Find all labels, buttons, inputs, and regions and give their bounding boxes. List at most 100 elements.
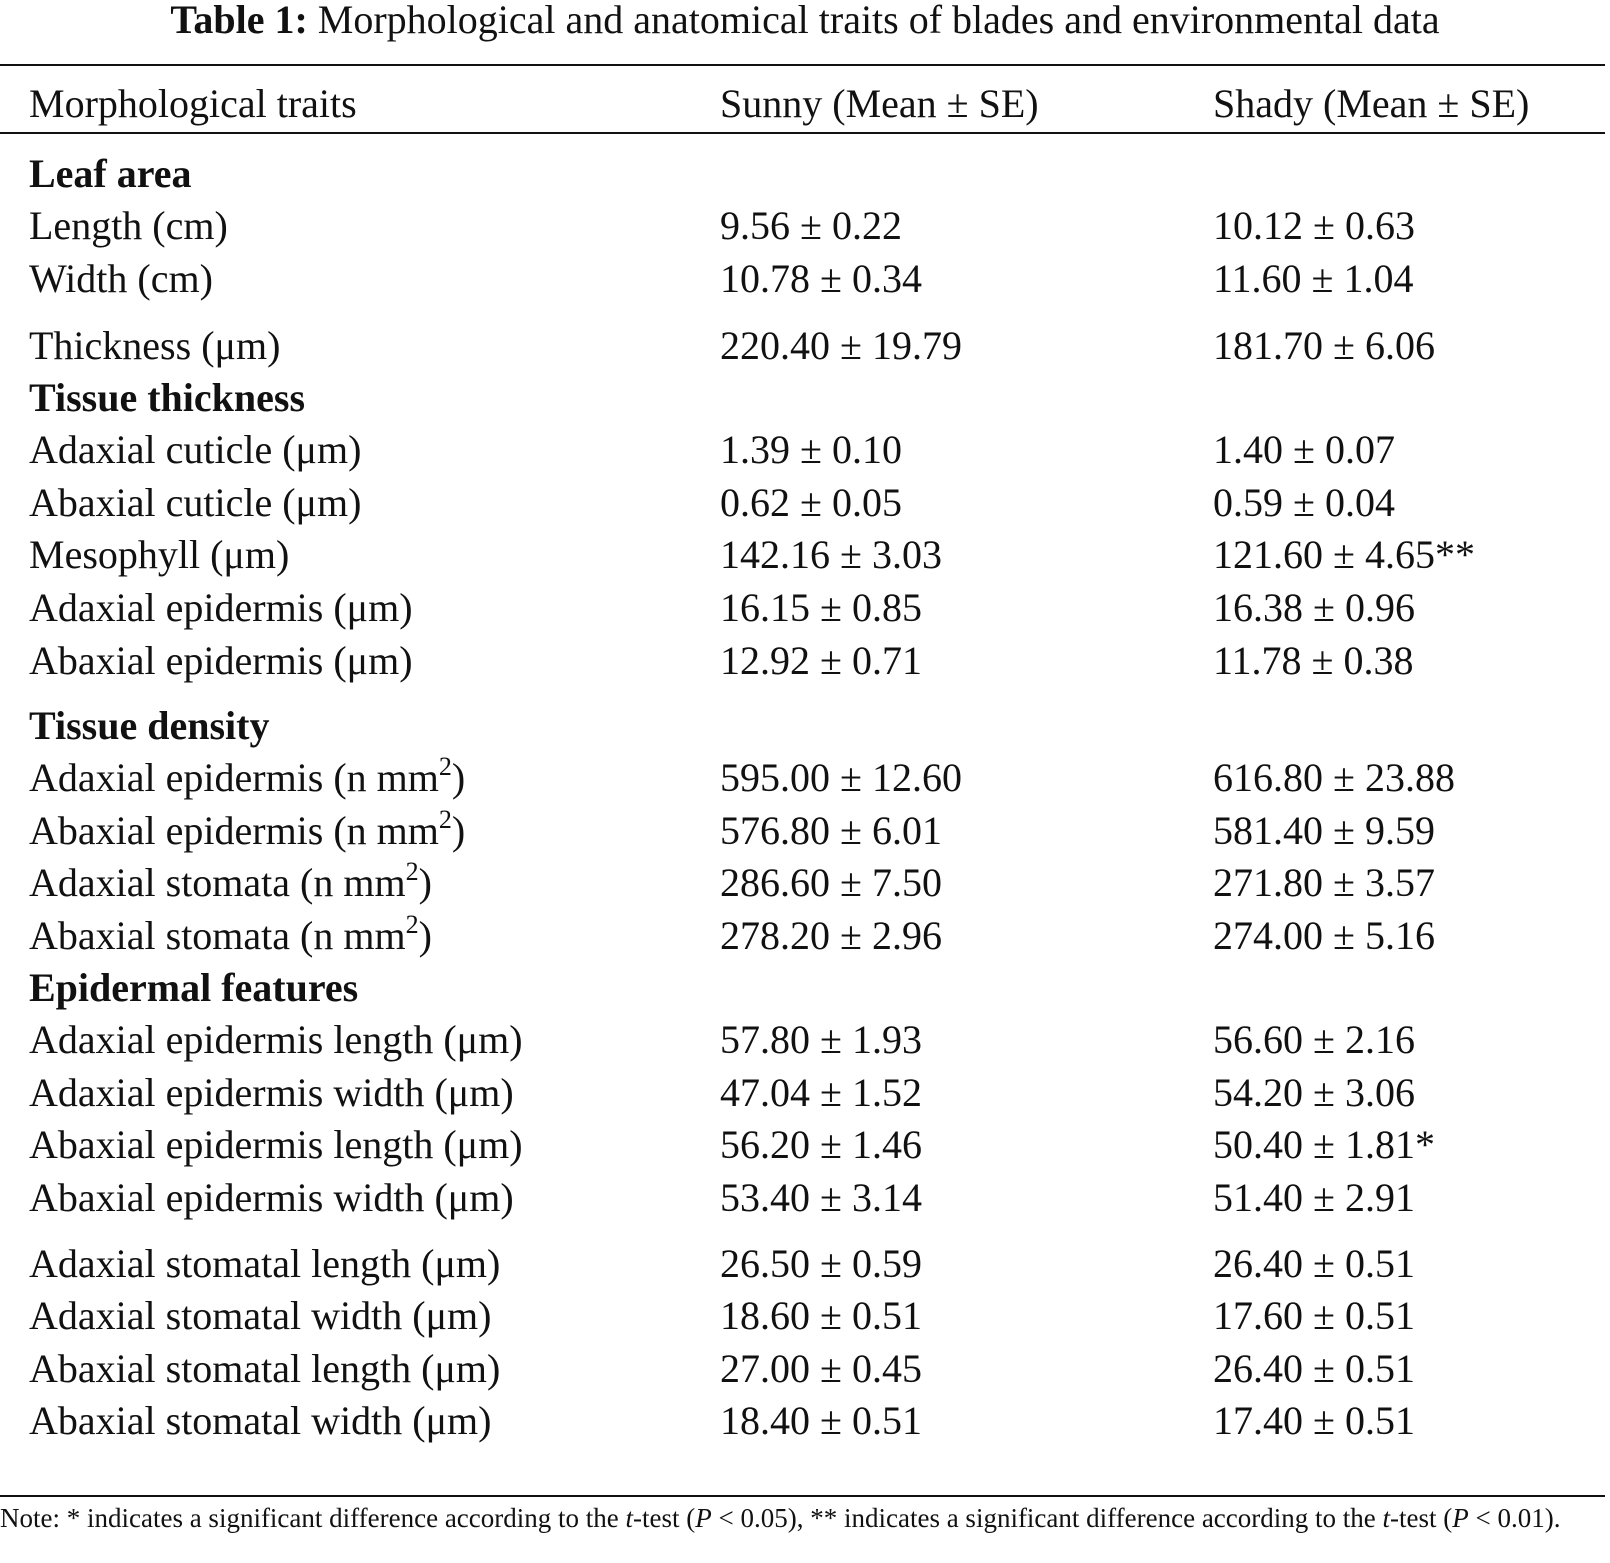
section-heading: Tissue density (29, 700, 269, 752)
table-row: Length (cm) 9.56 ± 0.22 10.12 ± 0.63 (0, 200, 1610, 252)
trait-cell: Adaxial epidermis length (μm) (29, 1014, 523, 1066)
sunny-value-cell: 142.16 ± 3.03 (720, 532, 942, 577)
note-text: Note: * indicates a significant differen… (0, 1503, 626, 1533)
table-row: Abaxial epidermis width (μm) 53.40 ± 3.14… (0, 1172, 1610, 1224)
trait-cell: Abaxial epidermis (n mm2) (29, 805, 465, 857)
table-row: Adaxial epidermis width (μm) 47.04 ± 1.52… (0, 1067, 1610, 1119)
shady-value-cell: 51.40 ± 2.91 (1213, 1175, 1415, 1220)
trait-label: Abaxial stomata (n mm (29, 913, 406, 958)
trait-label: Mesophyll (μm) (29, 532, 290, 577)
trait-label: Adaxial cuticle (μm) (29, 427, 362, 472)
trait-label: Width (cm) (29, 256, 213, 301)
trait-label: Abaxial stomatal length (μm) (29, 1346, 501, 1391)
column-header-shady: Shady (Mean ± SE) (1213, 81, 1530, 126)
shady-value-cell: 581.40 ± 9.59 (1213, 808, 1435, 853)
unit-superscript: 2 (405, 857, 419, 886)
header-row: Morphological traits Sunny (Mean ± SE) S… (0, 78, 1610, 130)
sunny-value-cell: 18.40 ± 0.51 (720, 1398, 922, 1443)
shady-value-cell: 10.12 ± 0.63 (1213, 203, 1415, 248)
shady-value-cell: 181.70 ± 6.06 (1213, 323, 1435, 368)
unit-superscript: 2 (438, 805, 452, 834)
shady-value-cell: 11.78 ± 0.38 (1213, 638, 1414, 683)
table-row: Abaxial stomata (n mm2) 278.20 ± 2.96 274.… (0, 910, 1610, 962)
shady-value-cell: 50.40 ± 1.81* (1213, 1122, 1435, 1167)
shady-value-cell: 17.60 ± 0.51 (1213, 1293, 1415, 1338)
shady-value-cell: 26.40 ± 0.51 (1213, 1346, 1415, 1391)
trait-cell: Abaxial stomatal length (μm) (29, 1343, 500, 1395)
shady-value-cell: 271.80 ± 3.57 (1213, 860, 1435, 905)
trait-label: Abaxial epidermis length (μm) (29, 1122, 523, 1167)
trait-cell: Abaxial epidermis (μm) (29, 635, 413, 687)
column-header-sunny: Sunny (Mean ± SE) (720, 81, 1039, 126)
trait-label: Adaxial stomata (n mm (29, 860, 406, 905)
table-row: Adaxial epidermis (n mm2) 595.00 ± 12.60 6… (0, 752, 1610, 804)
top-rule (0, 64, 1605, 66)
note-text: < 0.05), ** indicates a significant diff… (711, 1503, 1383, 1533)
table-row: Abaxial epidermis (μm) 12.92 ± 0.71 11.78 … (0, 635, 1610, 687)
table-row: Adaxial stomatal width (μm) 18.60 ± 0.51 1… (0, 1290, 1610, 1342)
trait-cell: Length (cm) (29, 200, 228, 252)
trait-cell: Mesophyll (μm) (29, 529, 289, 581)
trait-label: Adaxial epidermis width (μm) (29, 1070, 514, 1115)
note-italic-p: P (1452, 1503, 1469, 1533)
trait-label-end: ) (418, 913, 432, 958)
table-row: Adaxial stomatal length (μm) 26.50 ± 0.59… (0, 1238, 1610, 1290)
sunny-value-cell: 56.20 ± 1.46 (720, 1122, 922, 1167)
trait-cell: Adaxial stomata (n mm2) (29, 857, 432, 909)
sunny-value-cell: 286.60 ± 7.50 (720, 860, 942, 905)
trait-label: Adaxial epidermis (n mm (29, 755, 439, 800)
table-row: Adaxial epidermis (μm) 16.15 ± 0.85 16.38 … (0, 582, 1610, 634)
trait-label: Tissue density (29, 703, 270, 748)
table-caption: Table 1: Morphological and anatomical tr… (0, 0, 1610, 48)
trait-label-end: ) (451, 755, 466, 800)
trait-cell: Adaxial stomatal width (μm) (29, 1290, 491, 1342)
trait-label: Adaxial epidermis (μm) (29, 585, 413, 630)
sunny-value-cell: 27.00 ± 0.45 (720, 1346, 922, 1391)
shady-value-cell: 274.00 ± 5.16 (1213, 913, 1435, 958)
shady-value-cell: 11.60 ± 1.04 (1213, 256, 1414, 301)
trait-label-end: ) (418, 860, 432, 905)
table-row: Abaxial epidermis length (μm) 56.20 ± 1.4… (0, 1119, 1610, 1171)
trait-label: Adaxial epidermis length (μm) (29, 1017, 523, 1062)
trait-label: Abaxial epidermis (n mm (29, 808, 439, 853)
table-row: Abaxial epidermis (n mm2) 576.80 ± 6.01 58… (0, 805, 1610, 857)
sunny-value-cell: 278.20 ± 2.96 (720, 913, 942, 958)
table-row: Adaxial epidermis length (μm) 57.80 ± 1.9… (0, 1014, 1610, 1066)
trait-cell: Abaxial cuticle (μm) (29, 477, 361, 529)
table-row: Adaxial stomata (n mm2) 286.60 ± 7.50 271.… (0, 857, 1610, 909)
section-heading-row: Leaf area (0, 148, 1610, 200)
caption-label: Table 1: (170, 0, 308, 42)
sunny-value-cell: 12.92 ± 0.71 (720, 638, 922, 683)
unit-superscript: 2 (405, 910, 419, 939)
trait-label: Abaxial stomatal width (μm) (29, 1398, 492, 1443)
trait-label: Epidermal features (29, 965, 359, 1010)
section-heading: Tissue thickness (29, 372, 305, 424)
trait-label: Length (cm) (29, 203, 228, 248)
shady-value-cell: 121.60 ± 4.65** (1213, 532, 1475, 577)
section-heading-row: Epidermal features (0, 962, 1610, 1014)
sunny-value-cell: 576.80 ± 6.01 (720, 808, 942, 853)
trait-cell: Adaxial epidermis (μm) (29, 582, 413, 634)
sunny-value-cell: 16.15 ± 0.85 (720, 585, 922, 630)
note-text: < 0.01). (1468, 1503, 1561, 1533)
trait-cell: Abaxial stomatal width (μm) (29, 1395, 491, 1447)
shady-value-cell: 616.80 ± 23.88 (1213, 755, 1455, 800)
note-text: -test ( (1390, 1503, 1453, 1533)
shady-value-cell: 0.59 ± 0.04 (1213, 480, 1395, 525)
unit-superscript: 2 (438, 752, 452, 781)
trait-label: Tissue thickness (29, 375, 306, 420)
trait-cell: Adaxial stomatal length (μm) (29, 1238, 500, 1290)
sunny-value-cell: 9.56 ± 0.22 (720, 203, 902, 248)
bottom-rule (0, 1495, 1605, 1497)
table-row: Abaxial stomatal length (μm) 27.00 ± 0.45… (0, 1343, 1610, 1395)
shady-value-cell: 17.40 ± 0.51 (1213, 1398, 1415, 1443)
shady-value-cell: 54.20 ± 3.06 (1213, 1070, 1415, 1115)
table-row: Adaxial cuticle (μm) 1.39 ± 0.10 1.40 ± 0.… (0, 424, 1610, 476)
trait-label: Abaxial epidermis width (μm) (29, 1175, 514, 1220)
shady-value-cell: 26.40 ± 0.51 (1213, 1241, 1415, 1286)
table-row: Thickness (μm) 220.40 ± 19.79 181.70 ± 6.0… (0, 320, 1610, 372)
note-italic-p: P (695, 1503, 712, 1533)
trait-label: Leaf area (29, 151, 192, 196)
trait-cell: Abaxial epidermis width (μm) (29, 1172, 514, 1224)
section-heading-row: Tissue thickness (0, 372, 1610, 424)
